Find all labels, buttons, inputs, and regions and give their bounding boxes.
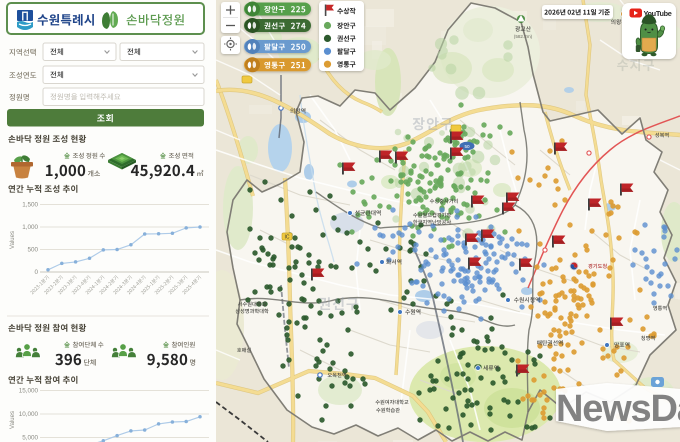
svg-text:1,000: 1,000 — [22, 224, 38, 231]
svg-text:IC: IC — [285, 235, 290, 241]
svg-text:0: 0 — [34, 269, 38, 276]
svg-text:YouTube: YouTube — [644, 9, 672, 18]
svg-text:Values: Values — [10, 231, 16, 249]
svg-text:10,000: 10,000 — [19, 411, 39, 418]
svg-text:15,000: 15,000 — [19, 388, 39, 395]
svg-text:5,000: 5,000 — [22, 435, 38, 442]
svg-text:500: 500 — [27, 247, 38, 254]
svg-text:1,500: 1,500 — [22, 202, 38, 209]
svg-text:Values: Values — [10, 411, 16, 429]
svg-text:NewsDa: NewsDa — [556, 388, 680, 430]
svg-text:50: 50 — [464, 144, 470, 149]
svg-text:(582.2m): (582.2m) — [514, 34, 533, 39]
